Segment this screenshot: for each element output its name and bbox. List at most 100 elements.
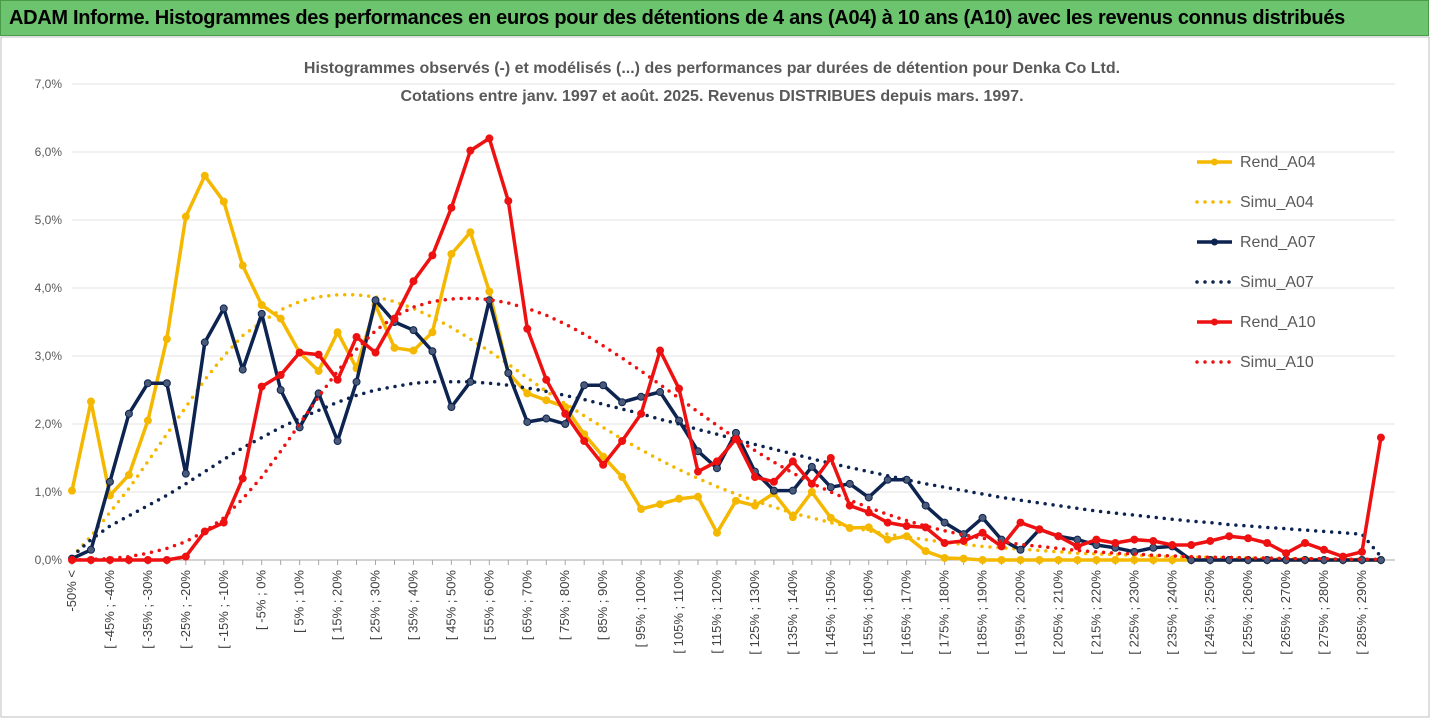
series-marker <box>409 277 418 286</box>
legend-label: Simu_A04 <box>1240 194 1314 211</box>
y-tick-label: 1,0% <box>35 485 63 499</box>
series-marker <box>731 496 740 505</box>
series-marker <box>219 518 228 527</box>
series-marker <box>618 437 627 445</box>
y-tick-label: 7,0% <box>35 77 63 91</box>
series-marker <box>1301 539 1310 547</box>
series-marker <box>997 542 1006 551</box>
series-marker <box>257 382 266 391</box>
legend-marker <box>1211 318 1218 326</box>
series-marker <box>921 547 930 556</box>
x-tick-label: [ -45% ; -40% <box>102 570 117 649</box>
series-marker <box>523 389 532 398</box>
series-marker <box>181 552 190 561</box>
series-marker <box>1016 518 1025 527</box>
x-tick-label: [ 235% ; 240% <box>1164 570 1179 655</box>
y-tick-label: 6,0% <box>35 145 63 159</box>
series-marker <box>712 457 721 466</box>
x-tick-label: [ 75% ; 80% <box>557 570 572 641</box>
series-marker <box>637 505 646 513</box>
x-tick-label: [ -15% ; -10% <box>216 570 231 649</box>
x-tick-label: [ 195% ; 200% <box>1013 570 1028 655</box>
series-marker <box>200 338 209 347</box>
series-marker <box>447 250 456 258</box>
x-tick-label: [ 5% ; 10% <box>292 570 307 633</box>
series-marker <box>314 350 323 359</box>
series-marker <box>181 212 190 221</box>
series-marker <box>162 379 171 388</box>
series-marker <box>466 146 475 155</box>
series-line <box>70 174 1381 562</box>
series-marker <box>447 403 456 411</box>
series-marker <box>1016 556 1025 564</box>
chart-subtitle: Histogrammes observés (-) et modélisés (… <box>304 60 1120 77</box>
series-marker <box>1054 556 1063 564</box>
x-tick-label: [ 115% ; 120% <box>709 570 724 654</box>
series-marker <box>352 377 361 386</box>
series-marker <box>561 420 570 428</box>
series-marker <box>694 492 703 501</box>
series-marker <box>1263 539 1272 547</box>
x-tick-label: [ 255% ; 260% <box>1240 570 1255 655</box>
legend-marker <box>1211 158 1218 166</box>
x-tick-label: [ 225% ; 230% <box>1126 570 1141 655</box>
banner: ADAM Informe. Histogrammes des performan… <box>0 0 1429 36</box>
series-marker <box>1376 556 1385 564</box>
x-tick-label: [ 175% ; 180% <box>937 570 952 655</box>
x-tick-label: [ 65% ; 70% <box>519 570 534 641</box>
series-marker <box>333 437 342 445</box>
series-marker <box>371 296 380 305</box>
series-marker <box>997 556 1006 564</box>
series-marker <box>523 324 532 333</box>
y-tick-label: 3,0% <box>35 349 63 363</box>
page-title: ADAM Informe. Histogrammes des performan… <box>9 7 1345 29</box>
series-marker <box>1073 535 1082 544</box>
x-tick-label: [ -5% ; 0% <box>254 570 269 630</box>
series-marker <box>599 381 608 390</box>
series-marker <box>1263 556 1272 564</box>
series-marker <box>200 171 209 180</box>
series-marker <box>826 483 835 492</box>
series-marker <box>1187 541 1196 550</box>
x-tick-label: [ 105% ; 110% <box>671 570 686 654</box>
series-marker <box>845 479 854 488</box>
series-marker <box>162 556 171 564</box>
series-marker <box>1168 541 1177 550</box>
series-marker <box>352 332 361 341</box>
legend-label: Rend_A10 <box>1240 314 1316 331</box>
legend-label: Rend_A07 <box>1240 234 1316 251</box>
series-marker <box>807 462 816 471</box>
series-marker <box>1073 542 1082 551</box>
series-marker <box>883 518 892 527</box>
x-tick-label: [ 55% ; 60% <box>481 570 496 641</box>
series-marker <box>162 335 171 343</box>
x-tick-label: [ 85% ; 90% <box>595 570 610 641</box>
series-marker <box>1092 556 1101 564</box>
legend-label: Simu_A10 <box>1240 354 1314 371</box>
series-marker <box>940 518 949 527</box>
series-marker <box>390 343 399 352</box>
series-marker <box>143 416 152 425</box>
series-marker <box>902 522 911 530</box>
series-marker <box>428 347 437 356</box>
series-marker <box>428 251 437 260</box>
series-marker <box>1282 549 1291 558</box>
series-line <box>70 296 1383 562</box>
series-marker <box>542 414 551 423</box>
series-line <box>70 380 1383 559</box>
series-marker <box>143 379 152 388</box>
series-marker <box>1092 535 1101 544</box>
series-marker <box>105 477 114 486</box>
series-marker <box>276 314 285 323</box>
series-marker <box>1073 556 1082 564</box>
legend-label: Rend_A04 <box>1240 154 1316 171</box>
series-marker <box>978 556 987 564</box>
series-marker <box>333 328 342 337</box>
series-marker <box>1130 535 1139 544</box>
series-marker <box>504 196 513 205</box>
series-marker <box>428 328 437 337</box>
series-marker <box>712 464 721 473</box>
series-marker <box>257 309 266 318</box>
series-marker <box>124 409 133 418</box>
